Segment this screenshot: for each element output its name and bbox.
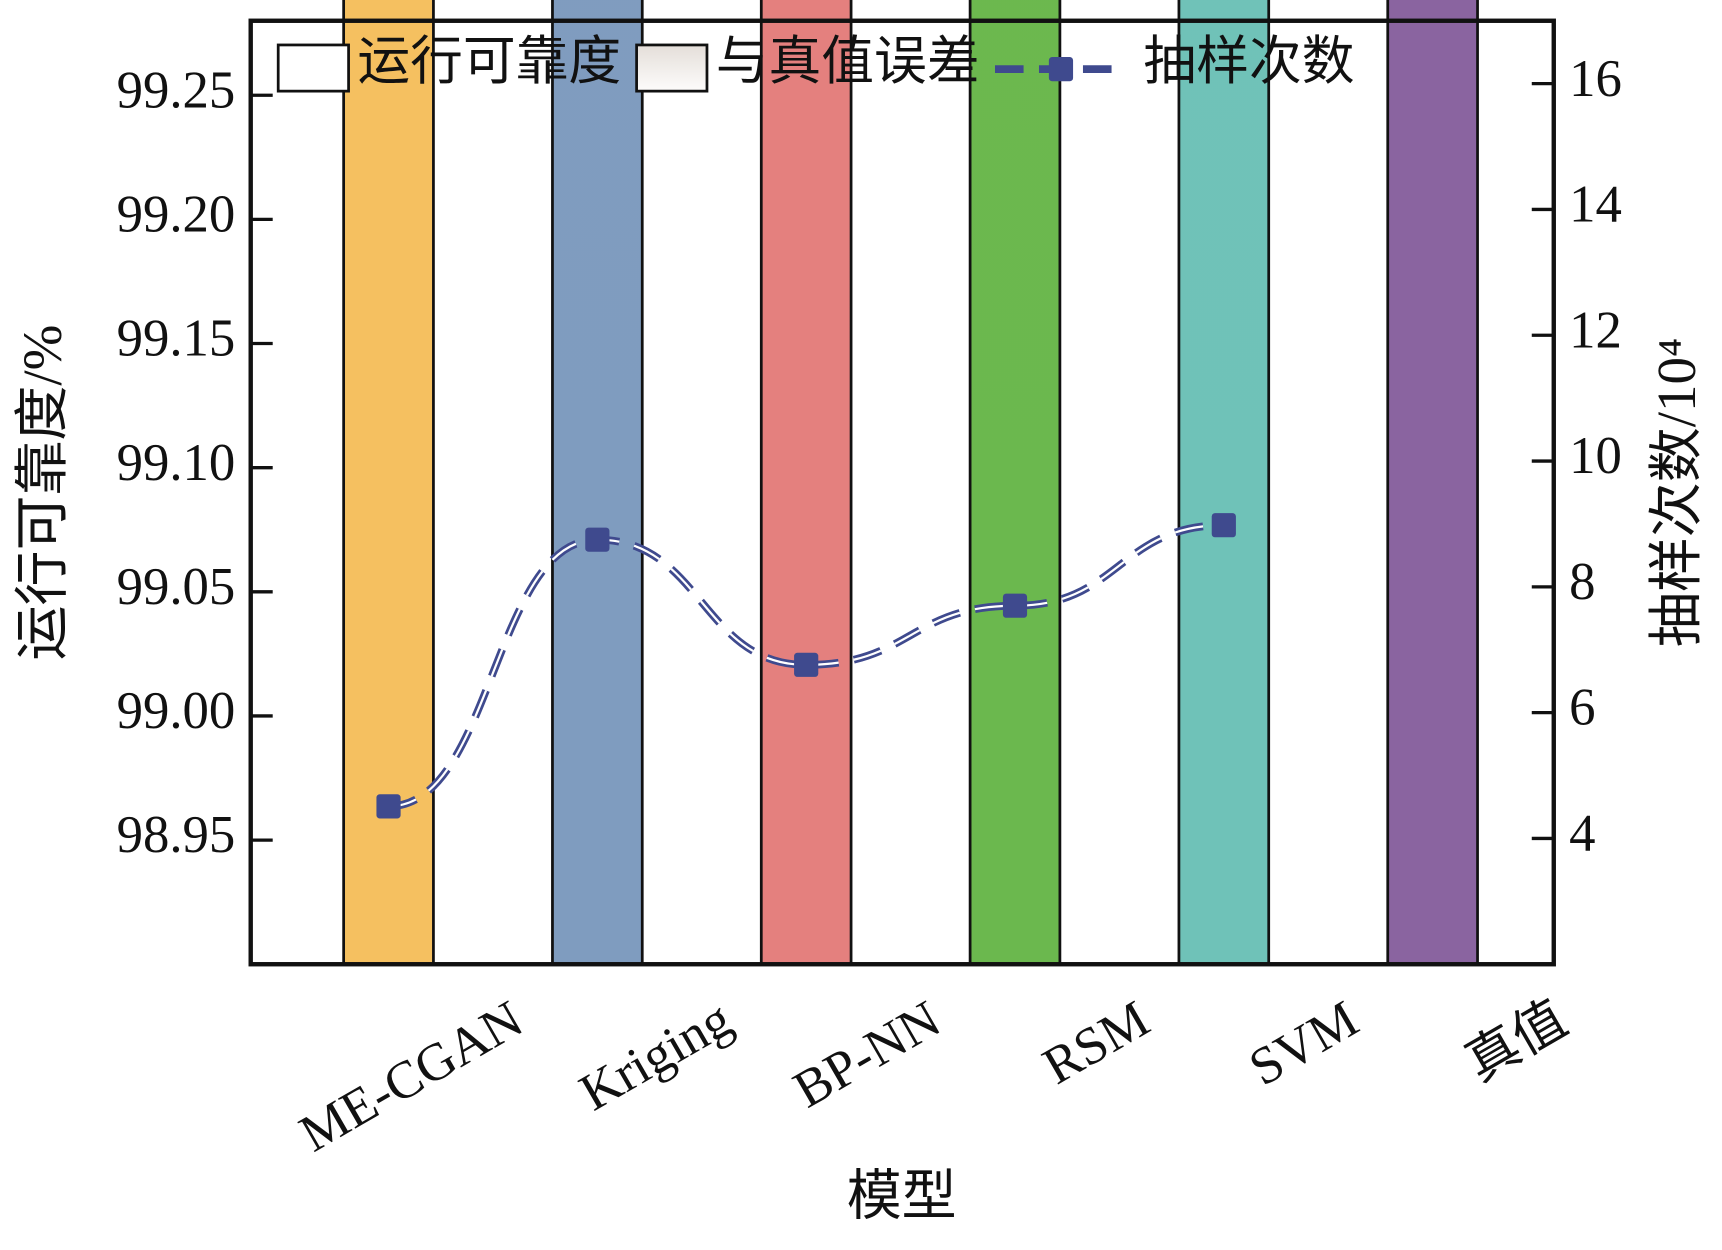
marker — [794, 652, 819, 677]
legend-label: 与真值误差 — [716, 33, 980, 91]
x-tick-label: SVM — [1240, 990, 1368, 1097]
y2-tick-label: 10 — [1569, 427, 1622, 485]
bar-segment — [551, 0, 644, 966]
bar-segment — [342, 0, 435, 966]
y-tick-label: 99.25 — [117, 61, 236, 119]
plot-frame — [248, 18, 1556, 967]
marker — [376, 794, 401, 819]
y2-axis-title: 抽样次数/10⁴ — [1646, 338, 1707, 647]
bar-segment — [1177, 0, 1271, 966]
bar-segment — [968, 0, 1062, 966]
legend-label: 运行可靠度 — [357, 33, 621, 91]
y2-tick-label: 12 — [1569, 301, 1622, 359]
x-tick-label: ME-CGAN — [290, 990, 532, 1163]
legend-swatch — [635, 43, 709, 93]
line-highlight — [388, 524, 1224, 808]
marker — [1211, 513, 1236, 538]
x-tick-label: RSM — [1033, 990, 1159, 1096]
y-tick-label: 99.00 — [117, 682, 236, 740]
x-axis-title: 模型 — [847, 1165, 957, 1226]
legend-marker — [1048, 57, 1074, 82]
y-tick-label: 99.05 — [117, 558, 236, 616]
marker — [1002, 593, 1028, 618]
legend-label: 抽样次数 — [1143, 33, 1354, 91]
y2-tick-label: 4 — [1569, 805, 1595, 863]
y-tick-label: 99.15 — [117, 310, 236, 368]
bar-segment — [759, 0, 853, 966]
y2-tick-label: 14 — [1569, 176, 1622, 234]
y-tick-label: 98.95 — [117, 806, 236, 864]
y2-tick-label: 6 — [1569, 679, 1595, 737]
y-tick-label: 99.20 — [117, 185, 236, 243]
x-tick-label: 真值 — [1456, 990, 1576, 1093]
bar-segment — [1386, 0, 1479, 966]
y-axis-title: 运行可靠度/% — [12, 325, 73, 661]
y-tick-label: 99.10 — [117, 434, 236, 492]
y2-tick-label: 8 — [1569, 553, 1595, 611]
x-tick-label: BP-NN — [784, 990, 950, 1119]
y2-tick-label: 16 — [1569, 50, 1622, 108]
legend-swatch — [276, 43, 350, 93]
marker — [585, 527, 610, 552]
x-tick-label: Kriging — [570, 990, 741, 1122]
